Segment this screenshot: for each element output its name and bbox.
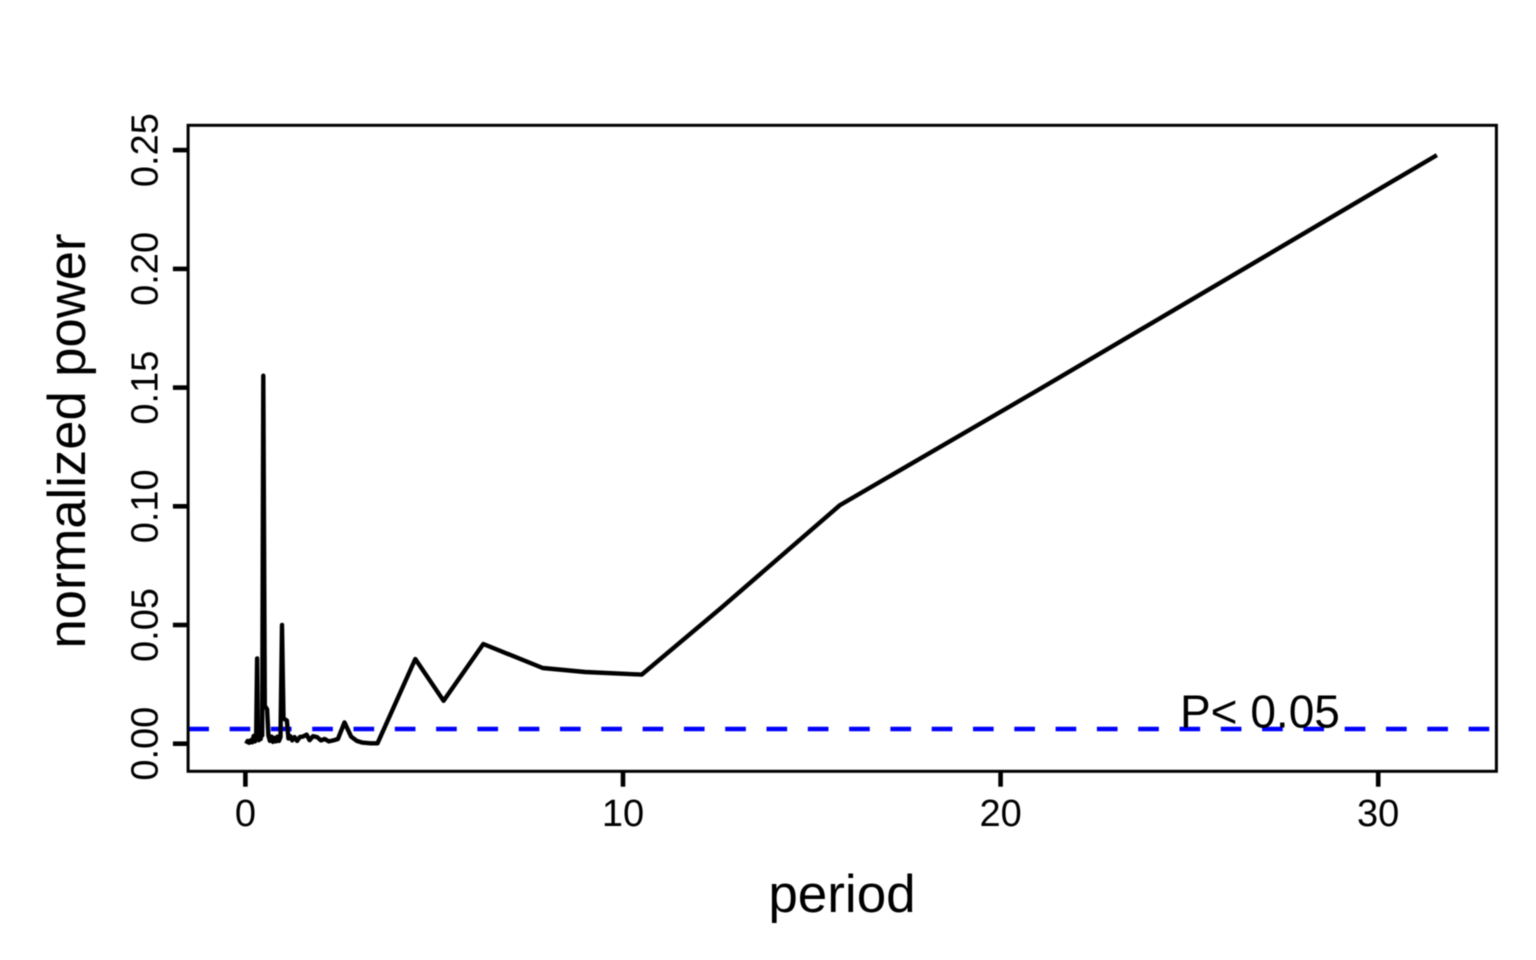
svg-text:0.10: 0.10	[125, 469, 167, 543]
svg-text:0.05: 0.05	[125, 588, 167, 662]
svg-text:period: period	[768, 865, 915, 924]
svg-text:0.20: 0.20	[125, 232, 167, 306]
svg-text:30: 30	[1357, 793, 1399, 835]
svg-text:0.00: 0.00	[125, 707, 167, 781]
svg-text:10: 10	[602, 793, 644, 835]
svg-text:0.15: 0.15	[125, 351, 167, 425]
svg-text:normalized power: normalized power	[38, 233, 97, 648]
svg-text:0: 0	[235, 793, 256, 835]
svg-text:0.25: 0.25	[125, 113, 167, 187]
svg-text:20: 20	[979, 793, 1021, 835]
svg-text:P< 0.05: P< 0.05	[1180, 686, 1340, 738]
